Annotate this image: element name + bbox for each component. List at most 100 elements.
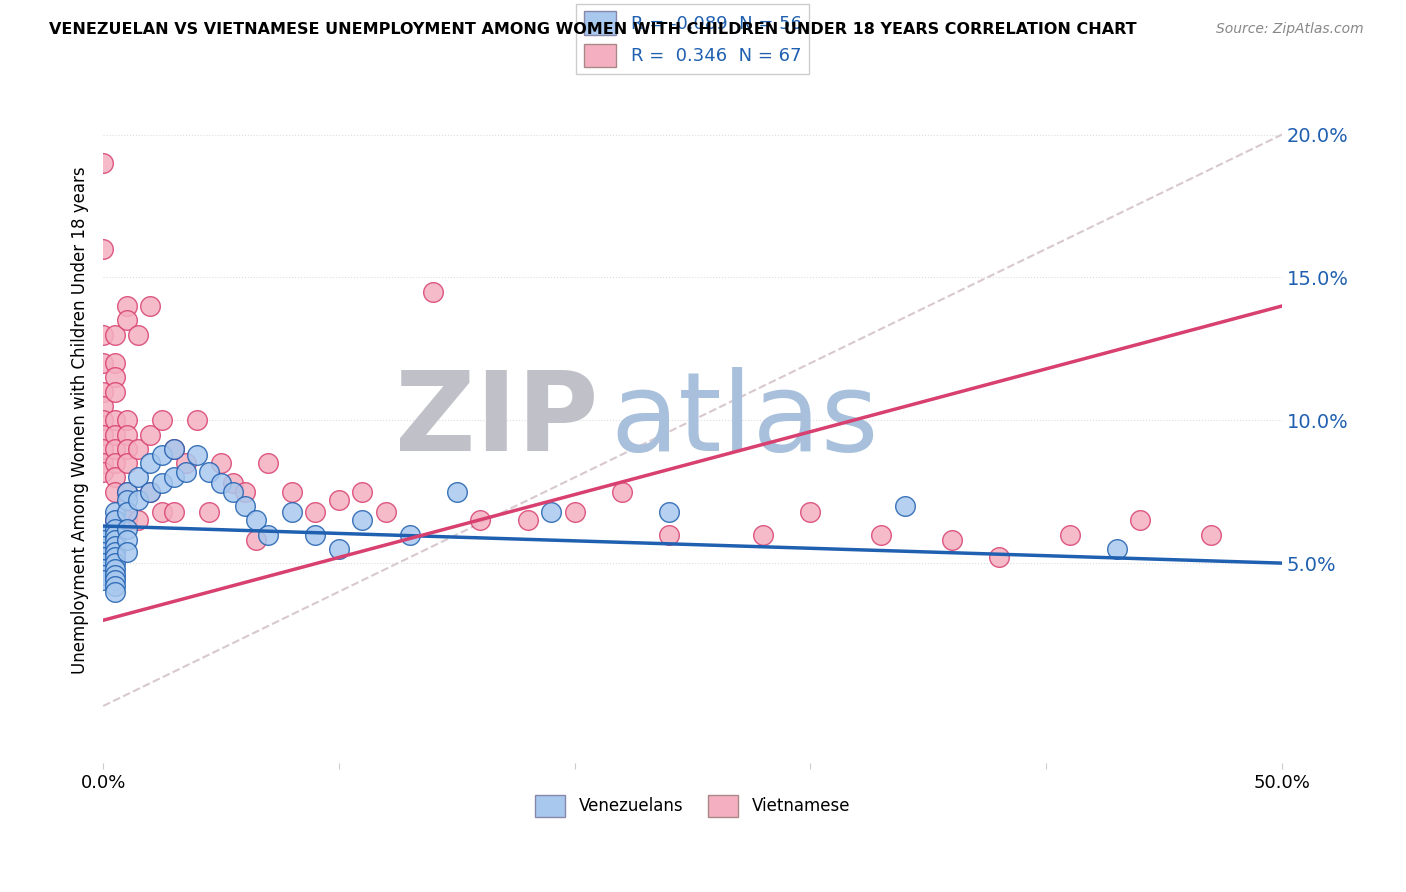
Point <box>91 539 114 553</box>
Legend: Venezuelans, Vietnamese: Venezuelans, Vietnamese <box>529 789 856 823</box>
Point <box>139 456 162 470</box>
Point <box>104 579 127 593</box>
Point <box>209 456 232 470</box>
Point <box>422 285 444 299</box>
Point <box>139 484 162 499</box>
Point <box>91 456 114 470</box>
Point <box>198 465 221 479</box>
Point <box>104 584 127 599</box>
Point <box>104 484 127 499</box>
Point <box>257 456 280 470</box>
Point <box>245 513 267 527</box>
Point <box>398 527 420 541</box>
Point <box>91 465 114 479</box>
Text: VENEZUELAN VS VIETNAMESE UNEMPLOYMENT AMONG WOMEN WITH CHILDREN UNDER 18 YEARS C: VENEZUELAN VS VIETNAMESE UNEMPLOYMENT AM… <box>49 22 1137 37</box>
Point <box>91 242 114 256</box>
Point <box>128 442 150 456</box>
Point <box>174 456 197 470</box>
Point <box>328 541 350 556</box>
Text: ZIP: ZIP <box>395 367 598 474</box>
Point <box>91 550 114 565</box>
Point <box>91 545 114 559</box>
Point <box>352 484 374 499</box>
Point <box>893 499 915 513</box>
Point <box>280 484 302 499</box>
Point <box>91 427 114 442</box>
Point <box>115 484 138 499</box>
Point <box>104 384 127 399</box>
Point <box>104 505 127 519</box>
Point <box>245 533 267 548</box>
Point <box>91 442 114 456</box>
Point <box>91 562 114 576</box>
Point <box>115 522 138 536</box>
Point <box>91 327 114 342</box>
Point <box>150 505 173 519</box>
Point <box>91 527 114 541</box>
Point <box>150 476 173 491</box>
Point <box>799 505 821 519</box>
Point <box>115 493 138 508</box>
Point <box>470 513 492 527</box>
Point <box>115 442 138 456</box>
Point <box>198 505 221 519</box>
Point <box>104 427 127 442</box>
Point <box>163 442 186 456</box>
Point <box>115 313 138 327</box>
Text: atlas: atlas <box>610 367 879 474</box>
Point <box>1199 527 1222 541</box>
Point <box>352 513 374 527</box>
Point <box>139 484 162 499</box>
Point <box>752 527 775 541</box>
Point <box>186 413 208 427</box>
Point <box>104 442 127 456</box>
Point <box>128 513 150 527</box>
Point <box>233 499 256 513</box>
Point <box>870 527 893 541</box>
Point <box>104 539 127 553</box>
Point <box>104 550 127 565</box>
Point <box>186 448 208 462</box>
Point <box>104 545 127 559</box>
Point <box>658 527 681 541</box>
Point <box>91 356 114 370</box>
Point <box>115 545 138 559</box>
Point <box>988 550 1011 565</box>
Point <box>91 574 114 588</box>
Point <box>104 513 127 527</box>
Point <box>91 533 114 548</box>
Point <box>104 562 127 576</box>
Point <box>163 505 186 519</box>
Point <box>91 399 114 413</box>
Point <box>115 513 138 527</box>
Point <box>257 527 280 541</box>
Point <box>128 493 150 508</box>
Point <box>115 505 138 519</box>
Point <box>104 556 127 570</box>
Point <box>104 327 127 342</box>
Point <box>1129 513 1152 527</box>
Point <box>446 484 468 499</box>
Point <box>328 493 350 508</box>
Point <box>209 476 232 491</box>
Point <box>104 456 127 470</box>
Point <box>91 156 114 170</box>
Point <box>375 505 398 519</box>
Point <box>222 476 245 491</box>
Point <box>104 370 127 384</box>
Point <box>115 456 138 470</box>
Point <box>304 527 326 541</box>
Point <box>91 567 114 582</box>
Point <box>115 533 138 548</box>
Point <box>658 505 681 519</box>
Point <box>516 513 538 527</box>
Point <box>91 556 114 570</box>
Y-axis label: Unemployment Among Women with Children Under 18 years: Unemployment Among Women with Children U… <box>72 167 89 674</box>
Point <box>104 527 127 541</box>
Point <box>540 505 562 519</box>
Point <box>139 299 162 313</box>
Point <box>104 356 127 370</box>
Point <box>91 527 114 541</box>
Point <box>233 484 256 499</box>
Point <box>104 574 127 588</box>
